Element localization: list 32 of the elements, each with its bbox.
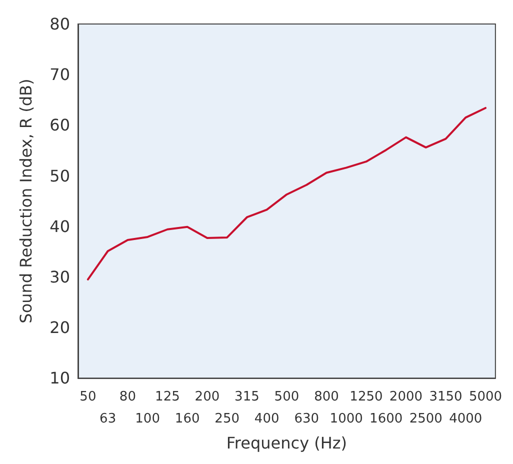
x-tick-label: 160: [174, 412, 200, 427]
x-tick-label: 630: [294, 412, 320, 427]
y-tick-label: 50: [50, 166, 70, 186]
y-tick-label: 30: [50, 267, 70, 286]
x-tick-label: 50: [80, 390, 96, 405]
y-tick-label: 80: [50, 14, 70, 34]
x-tick-label: 100: [135, 412, 160, 427]
x-tick-label: 200: [194, 390, 220, 405]
line-series: [86, 106, 486, 280]
x-tick-label: 315: [234, 390, 260, 405]
x-tick-label: 125: [155, 390, 180, 405]
x-tick-label: 500: [274, 390, 300, 405]
x-tick-label: 80: [119, 390, 136, 405]
x-tick-label: 2500: [409, 412, 442, 427]
y-tick-label: 60: [50, 116, 70, 135]
y-tick-label: 40: [50, 216, 70, 236]
y-tick-label: 10: [50, 368, 70, 388]
x-tick-label: 1600: [370, 412, 403, 427]
x-tick-label: 5000: [468, 390, 502, 405]
x-tick-label: 2000: [389, 390, 423, 405]
x-tick-label: 250: [214, 412, 240, 427]
y-tick-label: 20: [50, 318, 70, 338]
x-tick-label: 400: [254, 412, 280, 427]
x-tick-label: 1250: [350, 390, 383, 405]
y-axis-title: Sound Reduction Index, R (dB): [16, 78, 36, 324]
y-tick-label: 70: [50, 65, 70, 84]
x-tick-label: 63: [100, 412, 116, 427]
x-tick-label: 4000: [449, 412, 482, 427]
x-tick-label: 1000: [330, 412, 363, 427]
x-tick-label: 800: [314, 390, 339, 405]
x-tick-label: 3150: [429, 390, 462, 405]
x-axis-title: Frequency (Hz): [226, 434, 348, 452]
